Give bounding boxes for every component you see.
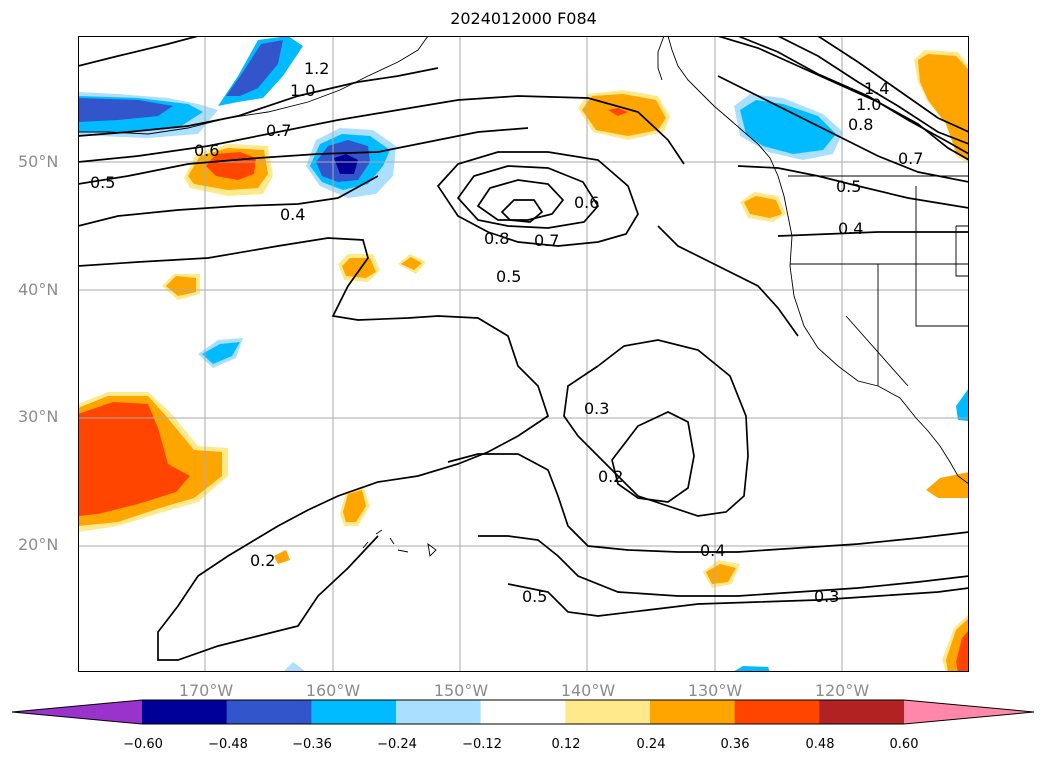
positive-anomaly-region <box>706 564 736 584</box>
colorbar-segment <box>819 700 905 724</box>
colorbar-tick: 0.48 <box>805 737 835 752</box>
contour-label: 1.2 <box>304 59 329 78</box>
negative-anomaly-region <box>202 342 240 364</box>
positive-anomaly-region <box>343 490 366 522</box>
colorbar-segment <box>480 700 566 724</box>
negative-anomaly-region <box>226 40 283 96</box>
lat-label-50n: 50°N <box>18 152 59 171</box>
colorbar-segment <box>565 700 651 724</box>
positive-anomaly-region <box>166 276 196 296</box>
lat-label-40n: 40°N <box>18 280 59 299</box>
positive-anomaly-region <box>401 257 422 270</box>
colorbar-tick: −0.24 <box>377 737 417 752</box>
positive-anomaly-region <box>956 630 969 672</box>
contour-label: 0.3 <box>814 587 839 606</box>
positive-anomaly-region <box>608 108 628 116</box>
contour-labels: 1.2 1.0 0.7 0.6 0.5 0.4 0.8 0.7 0.6 0.5 … <box>90 59 923 606</box>
lon-label-120w: 120°W <box>814 681 870 700</box>
positive-anomaly-region <box>744 196 782 218</box>
contour-label: 0.6 <box>194 141 219 160</box>
colorbar-tick: 0.60 <box>889 737 919 752</box>
contour-label: 0.5 <box>496 267 521 286</box>
lat-label-20n: 20°N <box>18 535 59 554</box>
contour-label: 1.4 <box>864 79 889 98</box>
colorbar <box>11 699 1035 725</box>
colorbar-tick: 0.24 <box>636 737 666 752</box>
contour-label: 0.3 <box>584 399 609 418</box>
negative-anomaly-region <box>78 98 173 122</box>
positive-anomaly-region <box>78 402 190 516</box>
contour-label: 0.8 <box>848 115 873 134</box>
colorbar-segment <box>396 700 482 724</box>
contour-label: 0.4 <box>838 219 863 238</box>
contour-label: 0.5 <box>836 177 861 196</box>
positive-anomaly-region <box>918 54 969 160</box>
positive-anomaly-region <box>342 258 376 278</box>
positive-anomaly-region <box>926 472 969 498</box>
colorbar-outline <box>11 699 1035 725</box>
negative-anomaly-region <box>733 666 770 672</box>
lon-label-160w: 160°W <box>305 681 361 700</box>
lon-label-150w: 150°W <box>433 681 489 700</box>
colorbar-segment <box>142 700 228 724</box>
lon-label-170w: 170°W <box>178 681 234 700</box>
graticule <box>78 36 969 672</box>
lon-label-140w: 140°W <box>560 681 616 700</box>
negative-anomaly-region <box>334 154 358 174</box>
map-canvas: 1.2 1.0 0.7 0.6 0.5 0.4 0.8 0.7 0.6 0.5 … <box>78 36 969 672</box>
contour-label: 0.4 <box>700 541 725 560</box>
colorbar-tick: −0.48 <box>208 737 248 752</box>
contour-label: 0.2 <box>598 467 623 486</box>
lon-label-130w: 130°W <box>687 681 743 700</box>
contour-label: 0.5 <box>90 173 115 192</box>
contour-label: 0.6 <box>574 193 599 212</box>
contour-label: 0.7 <box>266 121 291 140</box>
negative-anomaly-region <box>740 100 836 154</box>
contour-label: 0.4 <box>280 205 305 224</box>
colorbar-tick: −0.60 <box>123 737 163 752</box>
contour-label: 1.0 <box>856 95 881 114</box>
shading-layer <box>78 36 969 672</box>
colorbar-extend-low <box>12 700 142 724</box>
map-border <box>78 36 969 672</box>
map-title: 2024012000 F084 <box>450 9 597 28</box>
colorbar-segment <box>650 700 736 724</box>
colorbar-tick: 0.12 <box>551 737 581 752</box>
colorbar-tick: 0.36 <box>720 737 750 752</box>
contour-label: 0.8 <box>484 229 509 248</box>
colorbar-extend-high <box>904 700 1034 724</box>
contour-label: 0.2 <box>250 551 275 570</box>
negative-anomaly-region <box>283 662 306 672</box>
contour-label: 0.5 <box>522 587 547 606</box>
colorbar-tick: −0.12 <box>462 737 502 752</box>
lat-label-30n: 30°N <box>18 407 59 426</box>
contour-label: 0.7 <box>898 149 923 168</box>
positive-anomaly-region <box>582 94 666 136</box>
colorbar-segments <box>12 700 1034 724</box>
positive-anomaly-region <box>274 550 290 564</box>
colorbar-segment <box>734 700 820 724</box>
contour-label: 1.0 <box>290 81 315 100</box>
colorbar-segment <box>226 700 312 724</box>
negative-anomaly-region <box>956 388 969 421</box>
colorbar-tick: −0.36 <box>292 737 332 752</box>
contour-label: 0.7 <box>534 231 559 250</box>
colorbar-segment <box>311 700 397 724</box>
contour-lines <box>78 36 969 661</box>
